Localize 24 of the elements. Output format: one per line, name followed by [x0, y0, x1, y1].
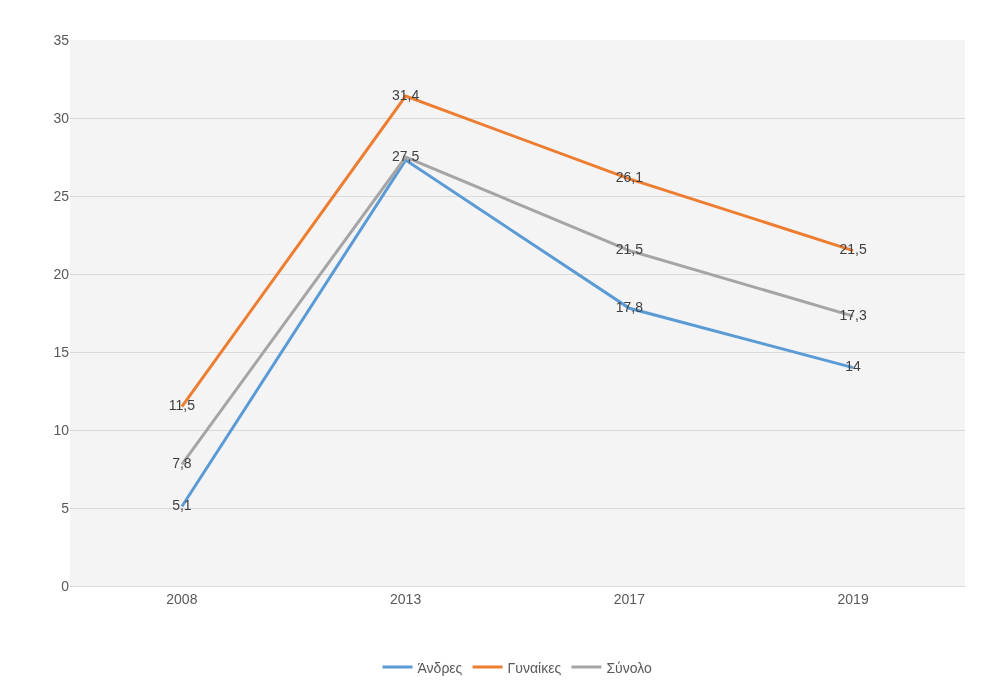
- y-tick-label: 20: [53, 265, 70, 282]
- y-tick-label: 30: [53, 109, 70, 126]
- y-tick-label: 15: [53, 343, 70, 360]
- data-label: 21,5: [615, 241, 644, 258]
- y-tick-label: 25: [53, 187, 70, 204]
- data-label: 27,5: [392, 147, 420, 164]
- y-tick-label: 10: [53, 421, 70, 438]
- x-tick-label: 2013: [390, 590, 422, 607]
- x-tick-label: 2017: [613, 590, 646, 607]
- legend-label: Γυναίκες: [507, 659, 562, 676]
- y-tick-label: 0: [61, 577, 70, 594]
- data-label: 7,8: [172, 454, 192, 471]
- data-label: 11,5: [168, 397, 196, 414]
- data-label: 17,3: [839, 306, 867, 323]
- data-label: 14: [845, 358, 862, 375]
- x-tick-label: 2019: [837, 590, 869, 607]
- legend-label: Άνδρες: [417, 659, 463, 676]
- legend-label: Σύνολο: [606, 659, 653, 676]
- data-label: 5,1: [172, 496, 192, 513]
- x-tick-label: 2008: [166, 590, 198, 607]
- y-tick-label: 5: [61, 499, 70, 516]
- y-tick-label: 35: [53, 31, 70, 48]
- data-label: 21,5: [839, 241, 867, 258]
- data-label: 31,4: [392, 86, 420, 103]
